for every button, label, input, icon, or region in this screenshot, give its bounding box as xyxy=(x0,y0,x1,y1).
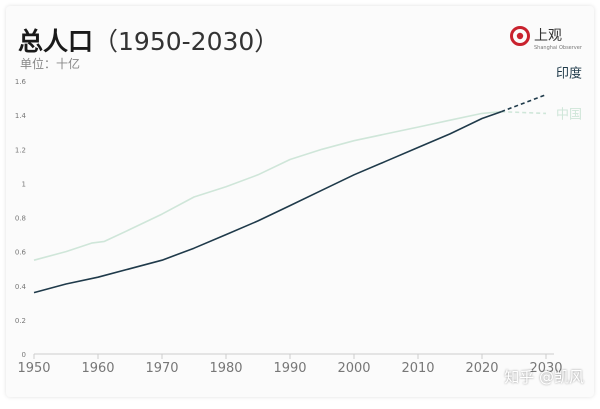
population-line-chart: 0 0.2 0.4 0.6 0.8 1 1.2 1.4 1.6 1950 1960 1970 1980 1… xyxy=(15,66,582,376)
brand-logo: 上观 Shanghai Observer xyxy=(510,24,582,54)
chart-title-range: （1950-2030） xyxy=(93,27,280,56)
axes-layer: 0 0.2 0.4 0.6 0.8 1 1.2 1.4 1.6 1950 1960 1970 1980 1… xyxy=(15,78,563,376)
x-tick-label: 2010 xyxy=(401,361,434,376)
brand-name: 上观 xyxy=(534,28,562,44)
brand-subtitle: Shanghai Observer xyxy=(534,45,582,51)
series-line-india xyxy=(33,110,502,294)
x-tick-label: 2020 xyxy=(465,361,498,376)
x-tick-label: 1950 xyxy=(17,361,50,376)
series-projection-china xyxy=(501,110,547,115)
brand-mark-icon xyxy=(510,26,530,46)
y-tick-label: 0.6 xyxy=(15,249,27,257)
y-tick-label: 1.4 xyxy=(15,112,27,120)
x-tick-label: 1980 xyxy=(209,361,242,376)
x-tick-label: 1970 xyxy=(145,361,178,376)
series-label-india: 印度 xyxy=(556,66,582,82)
series-projection-india xyxy=(500,93,547,113)
chart-card: 总人口（1950-2030） 单位：十亿 上观 Shanghai Observe… xyxy=(6,6,594,397)
x-tick-label: 2000 xyxy=(337,361,370,376)
x-tick-label: 2030 xyxy=(529,361,562,376)
y-tick-label: 0.8 xyxy=(15,215,26,223)
y-tick-label: 0.4 xyxy=(15,283,27,291)
series-line-china xyxy=(33,110,502,261)
unit-label: 单位：十亿 xyxy=(20,57,81,71)
chart-title-main: 总人口 xyxy=(18,27,94,56)
watermark: 知乎 @凯风 xyxy=(504,368,584,386)
x-tick-label: 1990 xyxy=(273,361,306,376)
y-tick-label: 0.2 xyxy=(15,317,26,325)
series-layer xyxy=(33,93,547,294)
y-tick-label: 0 xyxy=(22,351,26,359)
chart-title: 总人口（1950-2030） xyxy=(18,22,279,58)
series-label-china: 中国 xyxy=(556,108,582,123)
x-tick-label: 1960 xyxy=(81,361,114,376)
y-tick-label: 1 xyxy=(22,180,26,188)
y-tick-label: 1.2 xyxy=(15,146,26,154)
y-tick-label: 1.6 xyxy=(15,78,27,86)
